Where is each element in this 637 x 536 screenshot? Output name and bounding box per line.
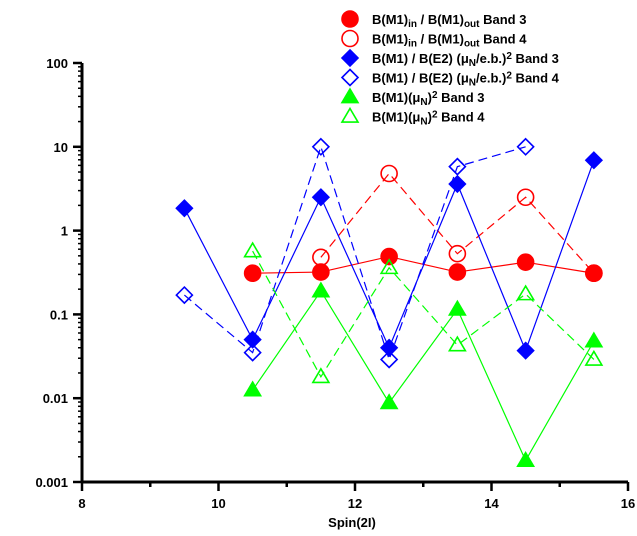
data-point-triangle xyxy=(379,393,399,410)
series-line xyxy=(320,172,595,274)
data-point-diamond xyxy=(175,199,194,218)
data-point-triangle xyxy=(516,451,536,468)
data-point-diamond xyxy=(516,137,535,156)
x-tick-label: 10 xyxy=(211,496,225,511)
plot-area xyxy=(175,137,604,468)
legend-marker xyxy=(341,29,359,48)
series-b-m1-in-b-m1-out-band-4 xyxy=(312,164,603,283)
legend-label: B(M1) / B(E2) (μN/e.b.)2 Band 3 xyxy=(372,51,559,69)
legend-marker xyxy=(340,48,360,68)
data-point-diamond xyxy=(379,338,399,357)
series-b-m1-b-e2-n-e-b-2-band-4 xyxy=(175,137,535,369)
legend-label: B(M1) / B(E2) (μN/e.b.)2 Band 4 xyxy=(372,71,560,89)
series-b-m1-n-2-band-4 xyxy=(243,241,604,384)
legend-label: B(M1)(μN)2 Band 3 xyxy=(372,90,485,108)
x-tick-label: 16 xyxy=(621,496,635,511)
legend-marker xyxy=(341,10,359,28)
data-point-diamond xyxy=(175,285,194,305)
legend-entry: B(M1) / B(E2) (μN/e.b.)2 Band 3 xyxy=(340,48,559,69)
series-line xyxy=(252,289,595,462)
y-tick-label: 0.001 xyxy=(35,475,68,490)
data-point-diamond xyxy=(243,343,262,362)
data-point-triangle xyxy=(243,380,263,397)
legend-label: B(M1)in / B(M1)out Band 4 xyxy=(372,32,527,50)
legend-entry: B(M1)(μN)2 Band 4 xyxy=(340,106,485,128)
series-line xyxy=(252,250,595,378)
data-point-triangle xyxy=(311,367,331,384)
series-b-m1-n-2-band-3 xyxy=(243,281,604,468)
legend-entry: B(M1) / B(E2) (μN/e.b.)2 Band 4 xyxy=(340,68,560,89)
series-b-m1-b-e2-n-e-b-2-band-3 xyxy=(175,151,604,360)
data-point-diamond xyxy=(584,151,604,170)
x-tick-label: 8 xyxy=(78,496,85,511)
data-point-triangle xyxy=(584,349,604,366)
legend-marker xyxy=(340,68,360,87)
data-point-circle xyxy=(312,263,330,281)
data-point-triangle xyxy=(447,335,467,352)
legend-entry: B(M1)in / B(M1)out Band 3 xyxy=(341,10,526,30)
legend-label: B(M1)in / B(M1)out Band 3 xyxy=(372,12,526,30)
data-point-diamond xyxy=(311,188,331,207)
data-point-triangle xyxy=(311,281,331,298)
y-tick-label: 0.01 xyxy=(43,391,68,406)
data-point-circle xyxy=(448,244,467,263)
data-point-circle xyxy=(516,188,535,207)
data-point-diamond xyxy=(311,137,331,156)
data-point-diamond xyxy=(516,341,535,360)
data-point-circle xyxy=(380,164,398,183)
data-point-diamond xyxy=(448,157,467,176)
data-point-triangle xyxy=(243,241,263,258)
legend-marker xyxy=(340,106,360,123)
legend-entry: B(M1)in / B(M1)out Band 4 xyxy=(341,29,527,50)
data-point-circle xyxy=(516,253,535,271)
series-line xyxy=(183,144,526,362)
data-point-circle xyxy=(243,264,262,283)
y-tick-label: 10 xyxy=(54,140,68,155)
data-point-triangle xyxy=(584,331,604,348)
data-point-circle xyxy=(312,248,330,267)
y-tick-label: 1 xyxy=(61,224,68,239)
legend-entry: B(M1)(μN)2 Band 3 xyxy=(340,87,485,108)
data-point-circle xyxy=(585,264,603,283)
x-axis-label: Spin(2I) xyxy=(328,515,376,530)
legend: B(M1)in / B(M1)out Band 3 B(M1)in / B(M1)… xyxy=(340,10,560,128)
axes: 8 10 12 14 16 0.001 0.01 0.1 1 10 100 xyxy=(35,56,635,511)
legend-label: B(M1)(μN)2 Band 4 xyxy=(372,110,485,128)
data-point-circle xyxy=(448,263,467,281)
data-point-circle xyxy=(380,247,398,266)
x-tick-label: 12 xyxy=(348,496,362,511)
legend-marker xyxy=(340,87,360,104)
data-point-triangle xyxy=(379,258,399,275)
y-tick-label: 0.1 xyxy=(50,307,68,322)
data-point-diamond xyxy=(379,350,399,369)
x-tick-label: 14 xyxy=(484,496,499,511)
data-point-triangle xyxy=(516,284,536,301)
y-tick-label: 100 xyxy=(46,56,68,71)
data-point-triangle xyxy=(447,299,467,316)
